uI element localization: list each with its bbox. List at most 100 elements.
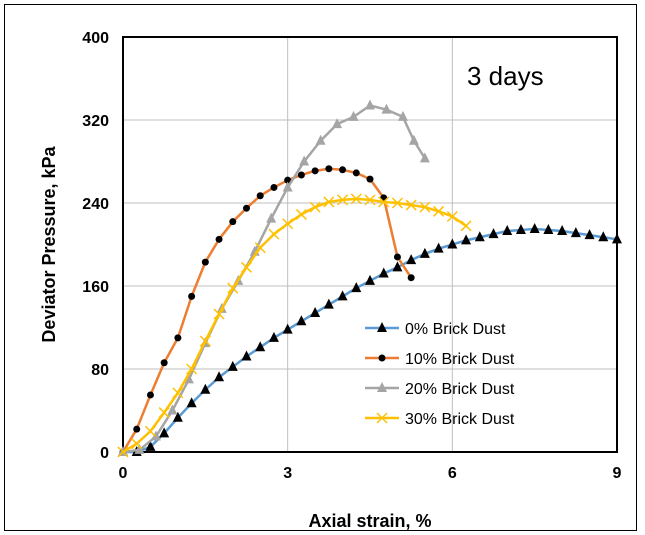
y-tick-label: 320 <box>82 113 109 130</box>
legend-label: 10% Brick Dust <box>405 351 515 368</box>
data-point-stroke <box>337 194 349 206</box>
data-point <box>348 110 359 121</box>
data-point <box>186 363 198 375</box>
data-point <box>174 334 182 342</box>
data-point <box>419 152 430 163</box>
data-point-stroke <box>460 220 472 232</box>
data-point <box>299 155 310 166</box>
data-point <box>433 205 445 217</box>
data-point <box>405 199 417 211</box>
data-point-stroke <box>186 363 198 375</box>
chart-annotation: 3 days <box>467 61 544 91</box>
data-point <box>282 323 293 334</box>
data-point <box>310 306 321 317</box>
gridlines <box>123 37 617 452</box>
data-point <box>529 222 540 233</box>
data-point-stroke <box>240 261 253 273</box>
data-point <box>296 315 307 326</box>
data-point <box>315 134 326 145</box>
data-point <box>186 397 197 408</box>
data-point <box>407 274 415 282</box>
data-point <box>214 371 225 382</box>
data-point <box>254 242 266 254</box>
y-tick-label: 0 <box>100 445 109 462</box>
plot-area <box>122 36 618 453</box>
series <box>118 222 622 456</box>
data-point <box>131 438 143 450</box>
data-point-stroke <box>295 208 307 220</box>
data-point <box>339 166 347 174</box>
data-point <box>284 176 292 184</box>
data-point <box>461 234 472 245</box>
data-point <box>378 354 386 362</box>
data-point <box>200 383 211 394</box>
data-point <box>295 208 307 220</box>
data-point <box>282 218 294 230</box>
data-point <box>397 110 408 121</box>
data-point <box>241 350 252 361</box>
data-point <box>460 220 472 232</box>
legend-item: 30% Brick Dust <box>365 411 515 428</box>
data-point-stroke <box>199 335 211 347</box>
legend-label: 20% Brick Dust <box>405 381 515 398</box>
data-point <box>159 427 170 438</box>
data-point-stroke <box>446 210 458 223</box>
data-point <box>378 267 389 278</box>
data-point <box>213 308 225 320</box>
y-tick-label: 240 <box>82 196 109 213</box>
data-point <box>419 247 430 258</box>
data-point <box>134 443 145 454</box>
data-point <box>150 430 161 441</box>
data-point <box>366 175 374 183</box>
data-point <box>240 261 253 273</box>
data-point <box>337 290 348 301</box>
data-point <box>215 235 223 243</box>
series-line <box>122 104 426 454</box>
data-point <box>381 103 392 114</box>
data-point <box>584 229 595 240</box>
data-point-stroke <box>254 242 266 254</box>
legend: 0% Brick Dust 10% Brick Dust 20% Brick Dus… <box>365 321 515 428</box>
data-point <box>133 425 141 433</box>
y-tick-label: 160 <box>82 279 109 296</box>
data-point <box>391 197 403 209</box>
data-point <box>392 261 403 272</box>
data-point-stroke <box>144 425 156 437</box>
data-point <box>488 228 499 239</box>
data-point <box>117 446 129 458</box>
data-point <box>172 411 183 422</box>
data-point-stroke <box>227 282 239 294</box>
data-point-stroke <box>364 194 376 206</box>
data-point <box>255 341 266 352</box>
data-point <box>323 196 335 208</box>
data-point <box>433 242 444 253</box>
tick-labels: 0 3 6 9 0 80 160 240 320 400 <box>82 30 621 482</box>
data-point-stroke <box>172 387 184 399</box>
legend-item: 0% Brick Dust <box>365 321 506 338</box>
data-point <box>325 165 333 173</box>
data-point-stroke <box>309 201 321 213</box>
data-point <box>352 169 360 177</box>
x-tick-label: 9 <box>613 465 622 482</box>
data-point <box>351 282 362 293</box>
data-point <box>144 425 156 437</box>
data-point <box>311 167 319 175</box>
data-point-stroke <box>268 228 280 240</box>
data-point <box>406 254 417 265</box>
data-point <box>282 181 293 192</box>
data-point-stroke <box>405 199 417 211</box>
chart-frame <box>4 4 637 531</box>
data-point <box>323 298 334 309</box>
data-point-stroke <box>378 196 390 208</box>
data-point <box>199 335 211 347</box>
data-point <box>297 171 305 179</box>
data-point <box>378 196 390 208</box>
y-tick-label: 80 <box>91 362 109 379</box>
data-point <box>543 223 554 234</box>
data-point <box>146 391 154 399</box>
data-point <box>268 228 280 240</box>
data-point <box>172 387 184 399</box>
data-point <box>557 225 568 236</box>
data-point <box>229 218 237 226</box>
data-point <box>515 223 526 234</box>
